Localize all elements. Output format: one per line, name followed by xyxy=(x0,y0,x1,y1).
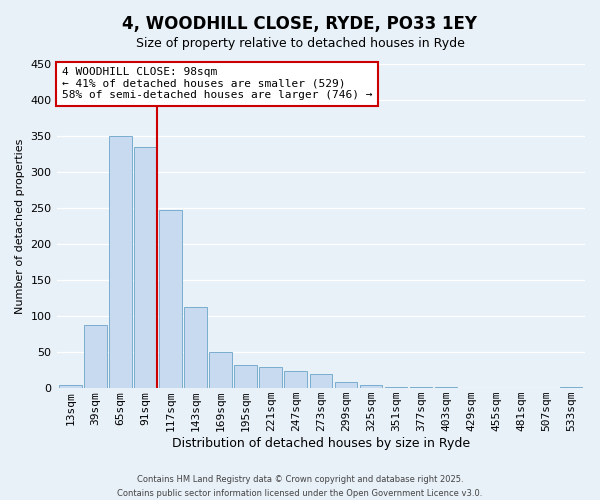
Y-axis label: Number of detached properties: Number of detached properties xyxy=(15,138,25,314)
Bar xyxy=(109,136,131,388)
Text: 4 WOODHILL CLOSE: 98sqm
← 41% of detached houses are smaller (529)
58% of semi-d: 4 WOODHILL CLOSE: 98sqm ← 41% of detache… xyxy=(62,67,373,100)
Bar xyxy=(134,147,157,388)
Bar xyxy=(184,308,207,388)
Bar xyxy=(84,325,107,388)
Bar xyxy=(310,374,332,388)
Bar xyxy=(235,365,257,388)
Bar xyxy=(159,210,182,388)
Text: Contains HM Land Registry data © Crown copyright and database right 2025.
Contai: Contains HM Land Registry data © Crown c… xyxy=(118,476,482,498)
Text: 4, WOODHILL CLOSE, RYDE, PO33 1EY: 4, WOODHILL CLOSE, RYDE, PO33 1EY xyxy=(122,15,478,33)
Bar xyxy=(209,352,232,388)
Bar xyxy=(284,371,307,388)
Text: Size of property relative to detached houses in Ryde: Size of property relative to detached ho… xyxy=(136,38,464,51)
Bar xyxy=(59,384,82,388)
Bar xyxy=(259,366,282,388)
X-axis label: Distribution of detached houses by size in Ryde: Distribution of detached houses by size … xyxy=(172,437,470,450)
Bar xyxy=(335,382,357,388)
Bar xyxy=(359,386,382,388)
